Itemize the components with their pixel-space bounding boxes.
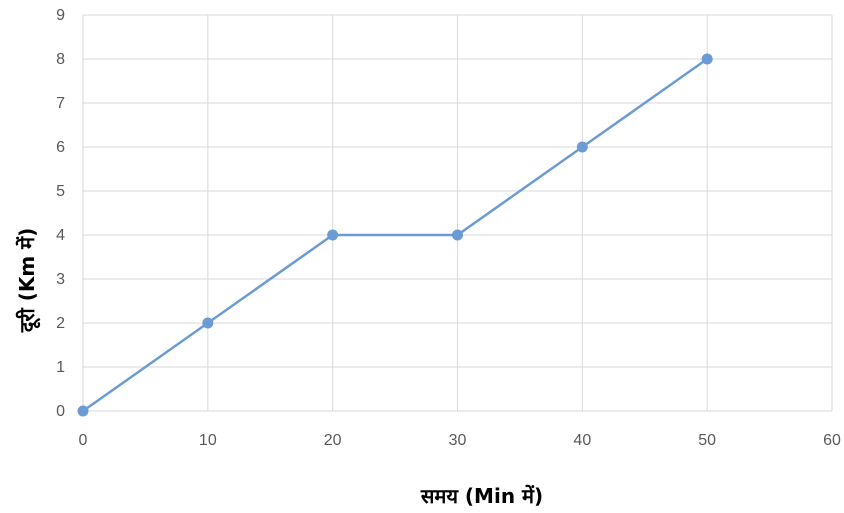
x-axis-label: समय (Min में) [420, 484, 543, 508]
grid [82, 14, 833, 412]
x-tick-label: 20 [324, 432, 342, 449]
x-tick-label: 50 [698, 432, 716, 449]
series-layer [77, 53, 713, 417]
y-tick-label: 9 [56, 7, 65, 24]
y-tick-label: 0 [56, 403, 65, 420]
x-tick-label: 10 [199, 432, 217, 449]
y-tick-label: 3 [56, 271, 65, 288]
data-point [77, 405, 89, 417]
y-tick-label: 8 [56, 51, 65, 68]
y-tick-label: 2 [56, 315, 65, 332]
data-point [701, 53, 713, 65]
data-point [576, 141, 588, 153]
x-tick-label: 60 [823, 432, 841, 449]
data-point [452, 229, 463, 241]
x-tick-label: 0 [79, 432, 88, 449]
series-line [82, 57, 708, 413]
tick-labels: 0 1 2 3 4 5 6 7 8 9 0 10 20 30 40 50 60 [56, 7, 841, 449]
y-tick-label: 6 [56, 139, 65, 156]
data-point [202, 317, 214, 329]
x-tick-label: 40 [573, 432, 591, 449]
y-tick-label: 4 [56, 227, 65, 244]
y-tick-label: 7 [56, 95, 65, 112]
y-tick-label: 5 [56, 183, 65, 200]
data-point [327, 229, 339, 241]
x-tick-label: 30 [449, 432, 467, 449]
y-axis-label: दूरी (Km में) [15, 228, 41, 334]
y-tick-label: 1 [56, 359, 65, 376]
